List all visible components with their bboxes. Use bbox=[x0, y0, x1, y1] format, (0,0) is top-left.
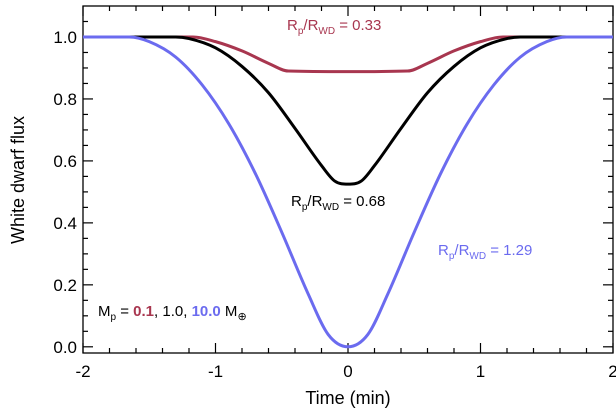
series-line-2 bbox=[83, 35, 613, 349]
y-axis-label: White dwarf flux bbox=[8, 116, 28, 244]
x-tick-label: -2 bbox=[75, 362, 90, 381]
planet-mass-note: Mp = 0.1, 1.0, 10.0 M⊕ bbox=[98, 303, 247, 323]
x-tick-label: 0 bbox=[343, 362, 352, 381]
x-tick-label: 2 bbox=[608, 362, 616, 381]
x-tick-label: -1 bbox=[208, 362, 223, 381]
x-axis-label: Time (min) bbox=[305, 388, 390, 408]
y-tick-label: 0.8 bbox=[53, 90, 77, 109]
plot-frame bbox=[82, 5, 614, 354]
series-line-1 bbox=[83, 35, 613, 186]
annotation-top-series: Rp/RWD = 0.33 bbox=[287, 17, 381, 37]
y-tick-label: 0.2 bbox=[53, 276, 77, 295]
series-lines bbox=[83, 35, 613, 349]
y-tick-label: 0.6 bbox=[53, 152, 77, 171]
y-tick-label: 0.4 bbox=[53, 214, 77, 233]
axis-ticks bbox=[82, 6, 614, 353]
y-tick-label: 1.0 bbox=[53, 28, 77, 47]
annotation-bottom-series: Rp/RWD = 1.29 bbox=[438, 242, 532, 262]
y-tick-labels: 0.0 0.2 0.4 0.6 0.8 1.0 bbox=[53, 28, 77, 357]
x-tick-label: 1 bbox=[476, 362, 485, 381]
series-line-0 bbox=[83, 35, 613, 74]
y-tick-label: 0.0 bbox=[53, 338, 77, 357]
x-tick-labels: -2 -1 0 1 2 bbox=[75, 362, 616, 381]
annotation-middle-series: Rp/RWD = 0.68 bbox=[291, 193, 385, 213]
